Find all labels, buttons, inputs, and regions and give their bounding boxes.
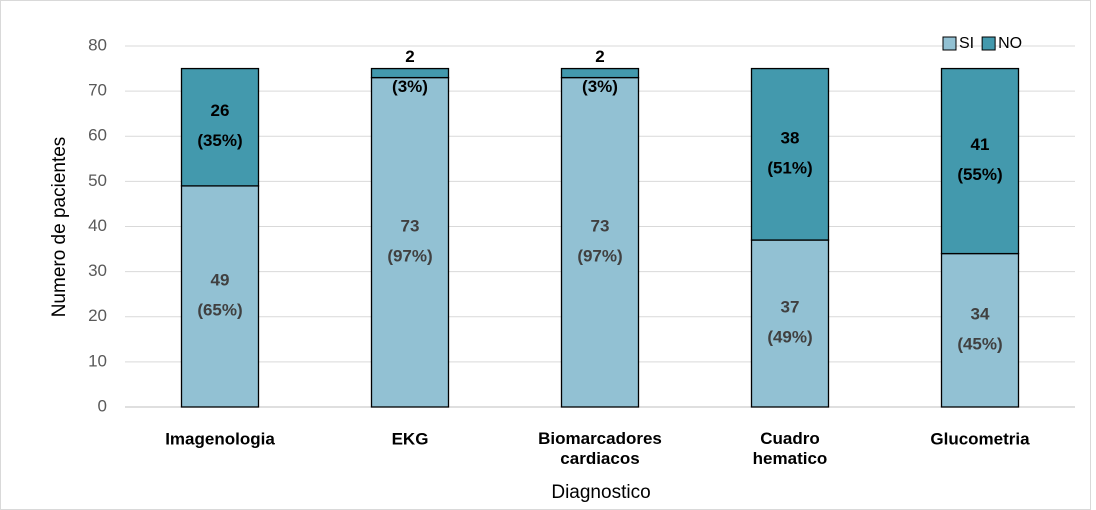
text-line: Biomarcadores [538,429,662,448]
text-line: 49 [211,271,230,290]
text-line: 26 [211,102,230,121]
text-line: (45%) [957,335,1002,354]
legend-label: NO [998,35,1022,52]
text-line: (35%) [197,132,242,151]
text-line: (65%) [197,301,242,320]
bar-segment [560,76,640,408]
bar-segment [750,67,830,241]
text-line: Cuadro [760,429,820,448]
data-label: 41 (55%) [957,136,1002,185]
y-tick-label: 60 [88,126,107,145]
data-label: 2 (3%) [582,48,618,97]
y-tick-label: 40 [88,216,107,235]
x-tick-label: EKG [392,429,429,448]
data-label: 73 (97%) [577,217,622,266]
text-line: (49%) [767,328,812,347]
bar-segment [370,67,450,79]
legend-swatch [942,36,957,51]
data-label: 2 (3%) [392,48,428,97]
x-tick-label: Imagenologia [165,429,275,448]
text-line: (51%) [767,159,812,178]
data-label: 73 (97%) [387,217,432,266]
text-line: (3%) [392,78,428,97]
y-tick-label: 30 [88,261,107,280]
bar-segment [940,67,1020,255]
x-tick-label: Glucometria [930,429,1030,448]
y-axis-title: Numero de pacientes [49,137,70,318]
text-line: 2 [595,48,604,67]
y-tick-label: 10 [88,351,107,370]
text-line: 37 [781,298,800,317]
text-line: 41 [971,136,990,155]
text-line: (3%) [582,78,618,97]
x-tick-label: Cuadro hematico [753,429,828,468]
data-label: 34 (45%) [957,305,1002,354]
bar-segment [560,67,640,79]
y-tick-label: 80 [88,35,107,54]
data-label: 26 (35%) [197,102,242,151]
x-axis-title: Diagnostico [551,482,650,503]
data-label: 38 (51%) [767,129,812,178]
text-line: 34 [971,305,990,324]
legend-label: SI [959,35,974,52]
text-line: (97%) [577,247,622,266]
text-line: 38 [781,129,800,148]
data-label: 49 (65%) [197,271,242,320]
text-line: 2 [405,48,414,67]
bar-segment [180,67,260,187]
bar-segment [370,76,450,408]
bar-segment [940,252,1020,408]
text-line: cardiacos [560,449,639,468]
legend-swatch [981,36,996,51]
data-label: 37 (49%) [767,298,812,347]
y-tick-label: 50 [88,171,107,190]
text-line: 73 [591,217,610,236]
y-tick-label: 0 [98,396,107,415]
y-tick-label: 20 [88,306,107,325]
text-line: (97%) [387,247,432,266]
bar-segment [750,239,830,408]
x-tick-label: Biomarcadores cardiacos [538,429,662,468]
y-tick-label: 70 [88,81,107,100]
text-line: 73 [401,217,420,236]
text-line: hematico [753,449,828,468]
bar-segment [180,185,260,408]
text-line: (55%) [957,166,1002,185]
